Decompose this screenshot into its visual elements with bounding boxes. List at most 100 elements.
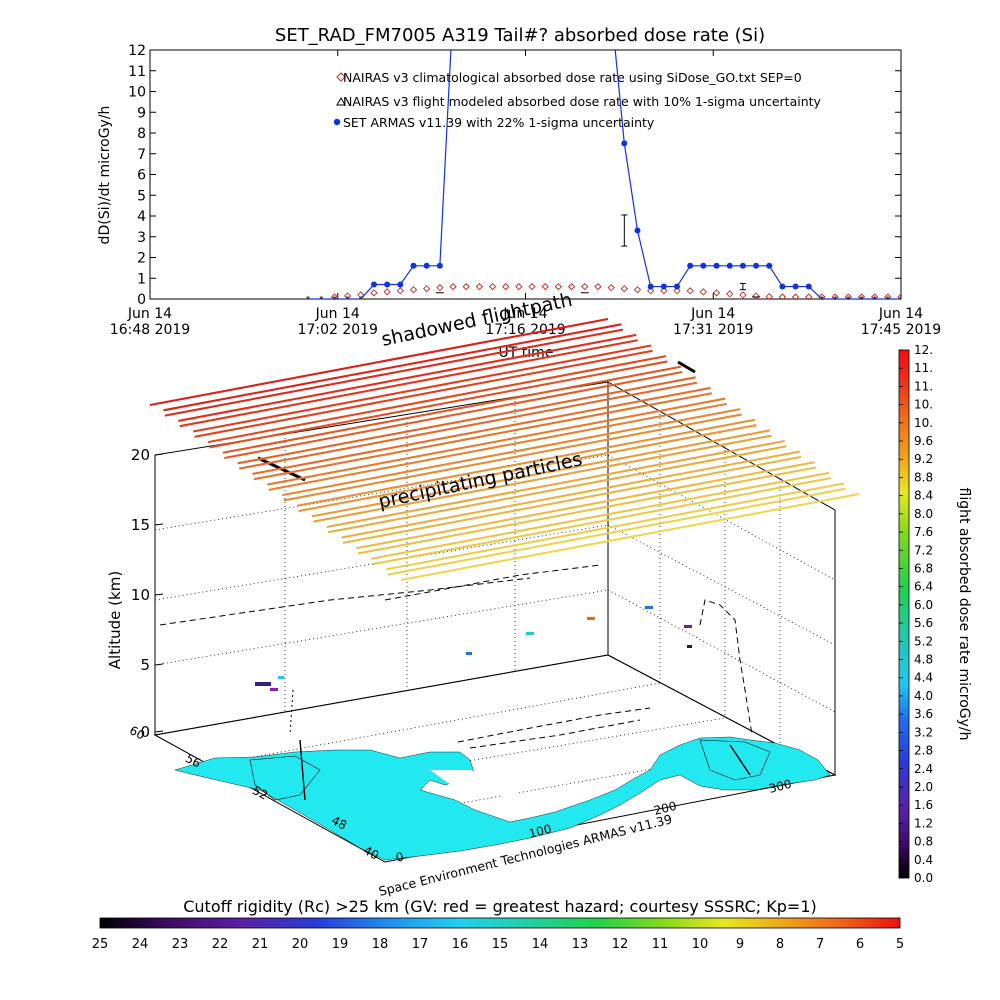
data-point-set-armas [886,296,890,300]
data-point-set-armas [753,262,760,269]
diamond-icon [336,72,346,82]
dose-tick-label: 7.2 [914,543,933,557]
data-point-set-armas [820,296,824,300]
dose-tick-label: 2.0 [914,780,933,794]
data-point-nairas-climatological [370,289,378,297]
dose-tick-label: 6.0 [914,598,933,612]
data-point-nairas-climatological [554,282,563,291]
data-point-nairas-climatological [449,282,457,291]
map-land [174,736,831,861]
precip-stripe [311,429,771,518]
dose-tick-label: 8.0 [914,507,933,521]
rigidity-tick-label: 14 [532,937,549,952]
dose-colorbar-gradient [898,349,910,879]
data-point-nairas-climatological [488,282,497,291]
precip-stripe [400,492,860,582]
series-set-armas [306,50,901,300]
dose-tick-label: 5.6 [914,616,933,630]
y-tick-label: 3 [137,230,146,246]
series-nairas-climatological [330,282,901,300]
latitude-ticks: 40 48 52 56 60 [127,723,381,863]
z-tick [154,663,164,666]
z-tick [154,593,164,596]
data-point-nairas-climatological [805,293,813,300]
map-floor [153,654,837,863]
data-point-set-armas [713,262,720,269]
dose-tick-label: 1.6 [914,798,933,812]
data-point-nairas-climatological [581,282,589,291]
dose-tick-label: 0.8 [914,835,933,849]
data-point-set-armas [859,296,864,300]
y-tick-label: 9 [137,105,146,121]
data-point-set-armas [306,296,310,300]
data-point-set-armas [397,281,404,288]
precip-stripe [342,455,802,544]
data-point-set-armas [634,227,641,234]
data-point-nairas-climatological [712,289,721,297]
x-tick-label: 17:02 2019 [298,322,378,338]
x-tick-label: Jun 14 [315,306,360,322]
y-tick-label: 1 [137,271,146,287]
rigidity-colorbar-label: Cutoff rigidity (Rc) >25 km (GV: red = g… [183,897,817,916]
precip-stripe [253,392,713,481]
rigidity-tick-label: 21 [252,937,269,952]
dose-tick-label: 6.4 [914,580,933,594]
data-point-nairas-climatological [462,282,470,291]
precip-stripe [296,418,756,507]
data-point-nairas-climatological [607,284,615,292]
y-tick-label: 10 [128,85,146,101]
data-point-nairas-climatological [686,287,694,295]
dose-markers [255,606,692,691]
precip-stripe [149,317,609,407]
rigidity-tick-label: 24 [132,937,149,952]
flight-path [159,360,753,749]
rigidity-tick-label: 5 [896,937,904,952]
dose-tick-label: 1.2 [914,816,933,830]
rigidity-tick-label: 13 [572,937,589,952]
data-point-nairas-climatological [633,286,642,294]
y-tick-label: 11 [128,64,146,80]
data-point-set-armas [833,296,837,300]
dose-tick-label: 6.8 [914,561,933,575]
rigidity-tick-label: 10 [692,937,709,952]
plot-frame [149,49,902,300]
z-tick-label: 0 [140,723,150,741]
x-tick-label: 16:48 2019 [110,322,190,338]
precip-stripe [268,402,727,491]
data-point-set-armas [792,283,799,290]
z-axis-label: Altitude (km) [106,571,124,669]
data-point-set-armas [846,296,850,300]
dose-tick-label: 0.4 [914,853,933,867]
data-point-set-armas [346,296,350,300]
legend-item-set-armas: SET ARMAS v11.39 with 22% 1-sigma uncert… [333,115,655,130]
y-tick-label: 2 [137,251,146,267]
y-tick-label: 7 [137,147,146,163]
rigidity-colorbar-ticks: 25 24 23 22 21 20 19 18 17 16 15 14 13 12 11 10 9 8 7 6 5 [92,937,904,952]
dose-tick-label: 3.2 [914,725,933,739]
data-point-set-armas [766,262,773,269]
precip-stripe [238,381,698,470]
dose-tick-label: 4.4 [914,671,933,685]
dose-tick-label: 4.8 [914,653,933,667]
data-point-nairas-climatological [699,288,708,296]
precip-stripe [357,466,817,555]
precip-stripe [207,355,667,444]
rigidity-tick-label: 22 [212,937,229,952]
precip-stripe [192,344,652,433]
rigidity-tick-label: 7 [816,937,824,952]
lon-tick-label: 0 [394,849,405,864]
precipitating-particles-layer [149,317,860,582]
dose-tick-label: 2.8 [914,744,933,758]
precip-stripe [387,487,846,576]
x-tick-label: Jun 14 [127,306,172,322]
dose-tick-label: 8.8 [914,470,933,484]
precip-stripe [178,333,637,422]
data-point-set-armas [410,262,417,269]
data-point-set-armas [319,296,323,300]
rigidity-tick-label: 6 [856,937,864,952]
data-point-set-armas [621,140,628,147]
precip-stripe [163,323,622,412]
lat-tick-label: 40 [361,843,381,863]
z-tick [154,730,164,733]
